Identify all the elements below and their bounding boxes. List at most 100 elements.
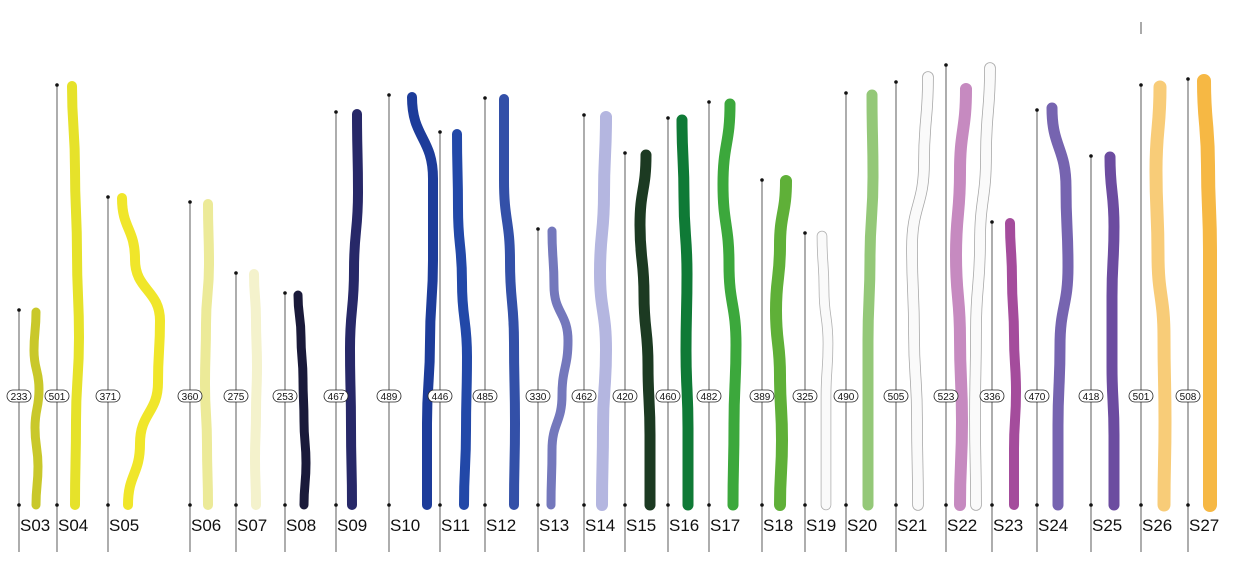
- length-badges: 233 501 371 360 275 253 467 489 446 485 330 462 420 4…: [6, 389, 1201, 403]
- sticks: [29, 62, 1218, 512]
- stick-label-s11: S11: [441, 516, 470, 535]
- stick-label-s04: S04: [58, 516, 88, 535]
- length-value: 325: [797, 392, 814, 403]
- scale-base-dot-s18: [760, 503, 764, 507]
- stick-s06: [199, 199, 215, 510]
- stick-label-s13: S13: [539, 516, 569, 535]
- length-value: 330: [530, 392, 547, 403]
- scale-top-dot-s14: [582, 113, 586, 117]
- stick-label-s19: S19: [806, 516, 836, 535]
- scale-base-dot-s04: [55, 503, 59, 507]
- stick-label-s03: S03: [20, 516, 50, 535]
- stick-label-s18: S18: [763, 516, 793, 535]
- scale-top-dot-s15: [623, 151, 627, 155]
- length-badge-s09: 467: [323, 389, 349, 403]
- scale-top-dot-s20: [844, 91, 848, 95]
- stick-s17: [717, 98, 742, 511]
- stick-s11: [452, 129, 473, 510]
- stick-label-s25: S25: [1092, 516, 1122, 535]
- scale-top-dot-s03: [17, 308, 21, 312]
- scale-base-dot-s09: [334, 503, 338, 507]
- scale-top-dot-s18: [760, 178, 764, 182]
- length-value: 233: [11, 392, 28, 403]
- scale-base-dot-s12: [483, 503, 487, 507]
- stick-label-s16: S16: [669, 516, 699, 535]
- length-badge-s18: 389: [749, 389, 775, 403]
- scale-base-dot-s11: [438, 503, 442, 507]
- scale-base-dot-s25: [1089, 503, 1093, 507]
- length-value: 418: [1083, 392, 1100, 403]
- stick-label-s17: S17: [710, 516, 740, 535]
- stick-s18: [769, 175, 792, 511]
- scale-top-dot-s06: [188, 200, 192, 204]
- stick-label-s24: S24: [1038, 516, 1068, 535]
- stick-s04: [67, 81, 85, 510]
- stick-s03: [29, 307, 44, 510]
- length-value: 389: [754, 392, 771, 403]
- scale-base-dot-s14: [582, 503, 586, 507]
- scale-top-dot-s27: [1186, 77, 1190, 81]
- scale-top-dot-s04: [55, 83, 59, 87]
- scale-base-dot-s08: [283, 503, 287, 507]
- stick-s25: [1104, 151, 1120, 511]
- length-badge-s05: 371: [95, 389, 121, 403]
- length-badge-s20: 490: [833, 389, 859, 403]
- length-badge-s21: 505: [883, 389, 909, 403]
- length-value: 467: [328, 392, 345, 403]
- stick-label-s15: S15: [626, 516, 656, 535]
- length-value: 253: [277, 392, 294, 403]
- stick-label-s07: S07: [237, 516, 267, 535]
- length-value: 489: [381, 392, 398, 403]
- length-badge-s03: 233: [6, 389, 32, 403]
- length-value: 462: [576, 392, 593, 403]
- scale-top-dot-s21: [894, 80, 898, 84]
- scale-base-dot-s10: [387, 503, 391, 507]
- length-value: 523: [938, 392, 955, 403]
- stick-label-s23: S23: [993, 516, 1023, 535]
- scale-base-dot-s17: [707, 503, 711, 507]
- length-value: 508: [1180, 392, 1197, 403]
- length-value: 490: [838, 392, 855, 403]
- scale-base-dot-s24: [1035, 503, 1039, 507]
- stick-label-s08: S08: [286, 516, 316, 535]
- scale-top-dot-s22: [944, 63, 948, 67]
- stick-label-s05: S05: [109, 516, 139, 535]
- scale-base-dot-s06: [188, 503, 192, 507]
- scale-top-dot-s24: [1035, 108, 1039, 112]
- stick-s21: [906, 72, 933, 510]
- scale-base-dot-s05: [106, 503, 110, 507]
- length-value: 275: [228, 392, 245, 403]
- scale-top-dot-s08: [283, 291, 287, 295]
- length-value: 485: [477, 392, 494, 403]
- stick-s05: [117, 193, 166, 510]
- stick-s08: [293, 290, 311, 510]
- stick-s12: [498, 94, 521, 510]
- stick-label-s20: S20: [847, 516, 877, 535]
- scale-base-dot-s13: [536, 503, 540, 507]
- stick-s16: [676, 114, 694, 511]
- stick-label-s27: S27: [1189, 516, 1219, 535]
- length-badge-s07: 275: [223, 389, 249, 403]
- length-value: 501: [49, 392, 66, 403]
- scale-top-dot-s17: [707, 100, 711, 104]
- length-badge-s08: 253: [272, 389, 298, 403]
- scale-base-dot-s27: [1186, 503, 1190, 507]
- scale-base-dot-s22: [944, 503, 948, 507]
- scale-top-dot-s26: [1139, 83, 1143, 87]
- stick-s19: [817, 231, 833, 510]
- length-badge-s12: 485: [472, 389, 498, 403]
- length-value: 470: [1029, 392, 1046, 403]
- scale-top-dot-s16: [666, 116, 670, 120]
- scale-top-dot-s11: [438, 130, 442, 134]
- scale-top-dot-s13: [536, 227, 540, 231]
- length-badge-s19: 325: [792, 389, 818, 403]
- stick-s10: [407, 92, 439, 510]
- stick-s26: [1149, 80, 1172, 512]
- length-value: 360: [182, 392, 199, 403]
- length-badge-s17: 482: [696, 389, 722, 403]
- length-value: 501: [1133, 392, 1150, 403]
- length-badge-s10: 489: [376, 389, 402, 403]
- scale-top-dot-s19: [803, 231, 807, 235]
- stick-s15: [634, 149, 656, 511]
